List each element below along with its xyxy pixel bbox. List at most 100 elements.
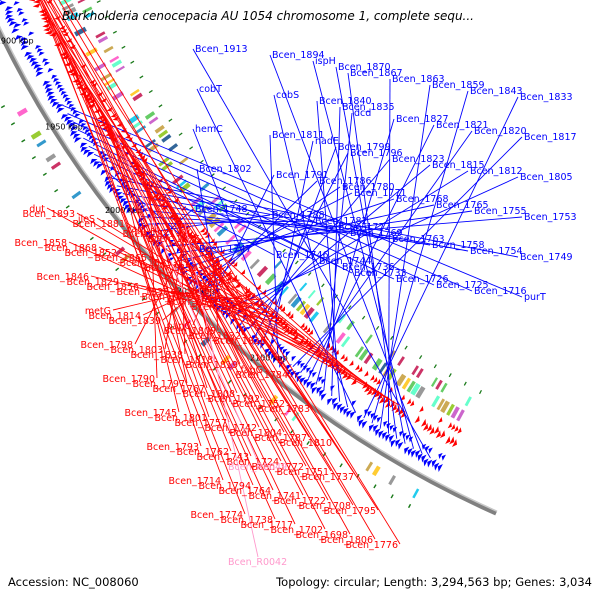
gene-arrow [438, 464, 443, 472]
gene-label-forward: ispH [315, 56, 336, 67]
gene-arrow [312, 387, 317, 394]
topology-summary: Topology: circular; Length: 3,294,563 bp… [276, 575, 592, 589]
gene-arrow [5, 10, 13, 15]
gene-label-reverse: cobD [198, 268, 222, 279]
gene-label-forward: Bcen_1805 [520, 172, 573, 183]
feature-block [434, 364, 437, 368]
gene-arrow [35, 45, 41, 49]
gene-arrow [355, 364, 359, 370]
feature-block [71, 191, 81, 199]
gene-arrow [44, 62, 50, 66]
feature-block [365, 461, 373, 471]
feature-block [449, 373, 452, 377]
gene-arrow [17, 8, 23, 12]
gene-arrow [37, 48, 43, 52]
gene-arrow [18, 11, 24, 15]
gene-arrow [21, 45, 29, 50]
gene-arrow [292, 356, 297, 361]
gene-label-forward: Bcen_1716 [474, 286, 527, 297]
feature-block [365, 334, 373, 343]
feature-block [104, 46, 114, 53]
gene-label-forward: Bcen_1817 [524, 132, 577, 143]
gene-arrow [370, 375, 374, 381]
feature-block [408, 504, 411, 508]
gene-label-reverse: Bcen_1816 [213, 336, 266, 347]
feature-block [168, 143, 178, 152]
gene-arrow [36, 72, 44, 77]
feature-block [250, 259, 260, 270]
gene-arrow [428, 447, 432, 453]
gene-arrow [96, 164, 103, 169]
scale-label: 1900 kbp [0, 37, 34, 46]
gene-arrow [330, 385, 335, 391]
feature-block [440, 383, 447, 393]
feature-block [179, 157, 189, 165]
feature-block [464, 382, 467, 386]
gene-label-forward: nadE [315, 136, 339, 147]
gene-arrow [434, 426, 439, 434]
gene-arrow [445, 436, 450, 444]
gene-arrow [5, 6, 13, 11]
feature-block [130, 61, 134, 64]
feature-block [388, 475, 396, 485]
gene-label-reverse: Bcen_1876 [147, 234, 200, 245]
gene-arrow [414, 415, 419, 423]
feature-block [54, 189, 58, 192]
gene-arrow [57, 108, 65, 113]
gene-arrow [448, 422, 452, 428]
feature-block [435, 380, 443, 390]
gene-arrow [398, 442, 403, 450]
gene-label-forward: Bcen_1820 [474, 126, 527, 137]
feature-block [1, 105, 5, 108]
feature-block [31, 130, 42, 139]
gene-label-forward: Bcen_1748 [195, 204, 248, 215]
feature-block [189, 146, 193, 149]
feature-block [412, 488, 419, 498]
feature-block [321, 283, 325, 287]
gene-arrow [286, 311, 291, 316]
feature-block [179, 132, 183, 135]
gene-arrow [411, 450, 416, 458]
feature-block [372, 465, 381, 476]
feature-block [36, 139, 46, 147]
gene-arrow [87, 152, 94, 157]
feature-block [32, 156, 36, 159]
gene-label-forward: Bcen_1749 [520, 252, 573, 263]
gene-label-forward: dcd [354, 108, 371, 119]
gene-arrow [48, 68, 54, 72]
gene-arrow [74, 137, 82, 142]
feature-block [465, 396, 472, 406]
feature-block [11, 122, 15, 125]
gene-label-forward: Bcen_1802 [199, 164, 252, 175]
gene-arrow [349, 360, 353, 366]
gene-label-reverse: Bcen_1881 [72, 219, 125, 230]
feature-block [419, 355, 422, 359]
gene-label-reverse: Bcen_1893 [22, 209, 75, 220]
gene-label-reverse: Bcen_1819 [185, 360, 238, 371]
gene-label-forward: cobS [276, 90, 299, 101]
gene-label-forward: Bcen_1843 [470, 86, 523, 97]
gene-arrow [13, 1, 19, 5]
feature-block [373, 484, 376, 488]
gene-label-rna: Bcen_R0042 [228, 557, 287, 568]
gene-arrow [200, 228, 205, 233]
feature-block [339, 463, 342, 467]
gene-arrow [350, 411, 355, 418]
gene-arrow [39, 52, 45, 56]
feature-block [78, 0, 88, 4]
gene-arrow [327, 398, 332, 405]
gene-arrow [391, 440, 396, 448]
feature-block [299, 282, 307, 291]
gene-label-forward: purT [524, 292, 546, 303]
feature-block [404, 346, 407, 350]
gene-arrow [21, 18, 27, 22]
gene-label-forward: Bcen_1753 [524, 212, 577, 223]
gene-arrow [321, 393, 326, 400]
gene-arrow [364, 371, 368, 377]
gene-label-reverse: Bcen_1783 [257, 404, 310, 415]
feature-block [145, 111, 155, 120]
gene-arrow [11, 28, 19, 33]
feature-block [158, 104, 162, 107]
